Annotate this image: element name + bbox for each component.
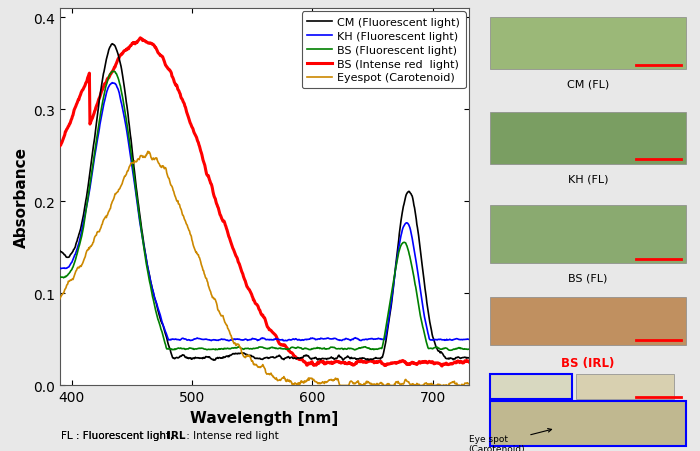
Text: CM (FL): CM (FL) (567, 79, 609, 89)
Text: FL : Fluorescent light,: FL : Fluorescent light, (61, 430, 180, 440)
Text: IRL: IRL (167, 430, 186, 440)
Text: : Intense red light: : Intense red light (183, 430, 279, 440)
Y-axis label: Absorbance: Absorbance (13, 147, 29, 248)
Bar (491, 113, 686, 165)
Text: BS (IRL): BS (IRL) (561, 356, 615, 369)
Bar (491, 298, 686, 345)
Bar (491, 205, 686, 264)
Text: FL : Fluorescent light,: FL : Fluorescent light, (61, 430, 180, 440)
Bar (491, 401, 686, 446)
Text: KH (FL): KH (FL) (568, 174, 608, 184)
Bar (491, 18, 686, 70)
Text: BS (FL): BS (FL) (568, 273, 608, 283)
Text: Eye spot
(Carotenoid): Eye spot (Carotenoid) (469, 428, 552, 451)
Bar (491, 374, 573, 399)
X-axis label: Wavelength [nm]: Wavelength [nm] (190, 410, 338, 425)
Bar (576, 374, 674, 399)
Legend: CM (Fluorescent light), KH (Fluorescent light), BS (Fluorescent light), BS (Inte: CM (Fluorescent light), KH (Fluorescent … (302, 12, 466, 89)
